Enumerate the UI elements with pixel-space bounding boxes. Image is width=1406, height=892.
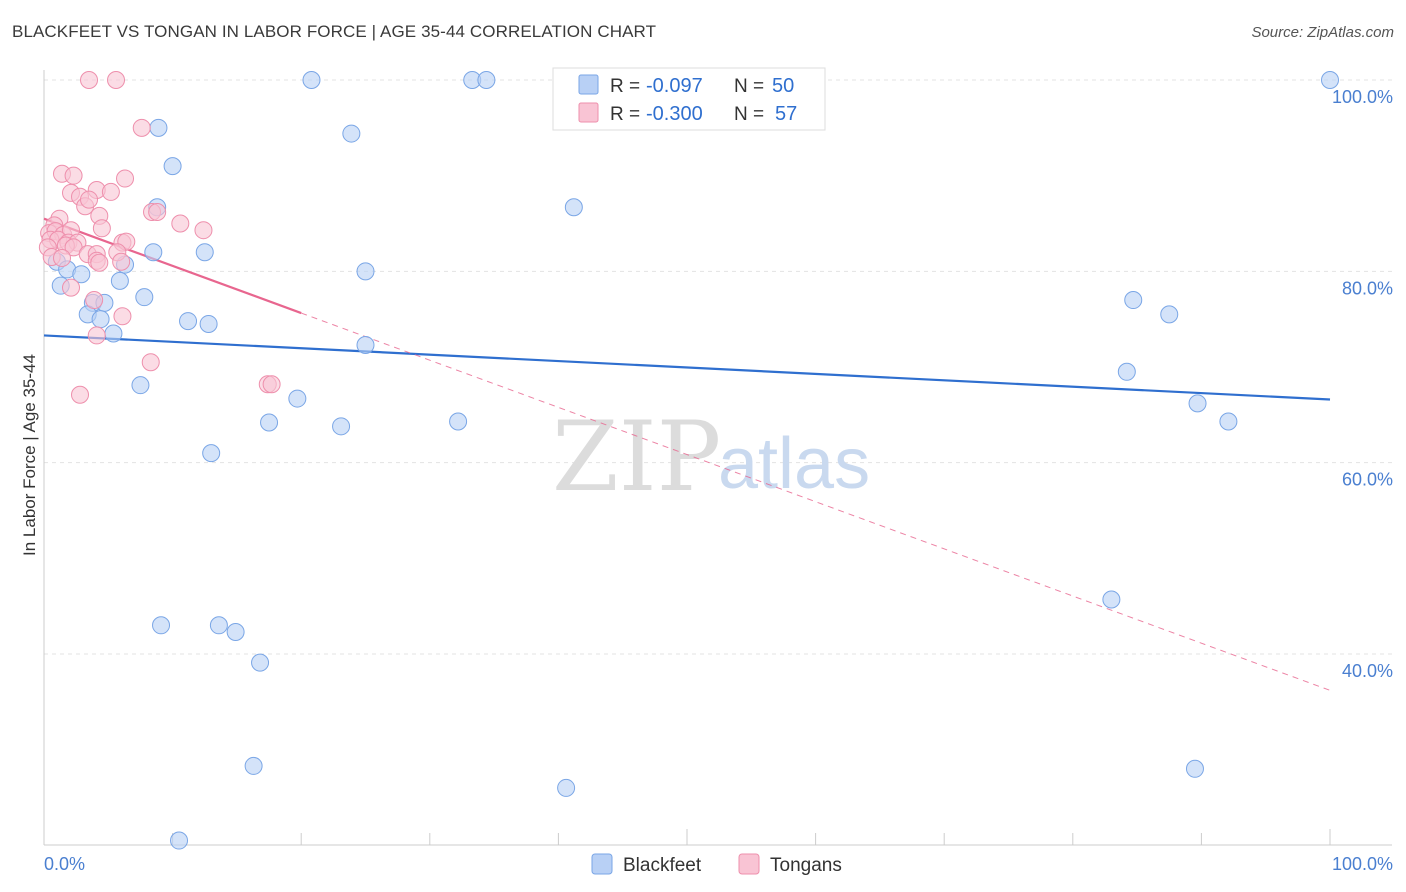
point-blackfeet-23 xyxy=(179,312,198,331)
grid xyxy=(44,79,1392,655)
point-blackfeet-26 xyxy=(356,335,375,354)
bottom-legend-swatch-blackfeet xyxy=(591,853,613,875)
point-tongans-1 xyxy=(107,71,126,89)
legend-n-label-blackfeet: N = xyxy=(734,76,764,97)
watermark: ZIP atlas xyxy=(552,401,870,513)
tick-labels: 100.0% 80.0% 60.0% 40.0% 0.0% 100.0% xyxy=(44,87,1393,874)
point-blackfeet-25 xyxy=(104,324,123,343)
legend-n-value-tongans: 57 xyxy=(775,103,797,125)
bottom-legend-label-tongans: Tongans xyxy=(770,855,842,876)
point-blackfeet-45 xyxy=(1185,759,1204,778)
point-blackfeet-39 xyxy=(152,616,171,635)
point-blackfeet-46 xyxy=(170,831,189,850)
source-credit: Source: ZipAtlas.com xyxy=(1251,24,1394,41)
point-blackfeet-22 xyxy=(91,310,110,329)
point-blackfeet-35 xyxy=(332,417,351,436)
point-tongans-48 xyxy=(71,385,90,404)
point-blackfeet-6 xyxy=(163,157,182,176)
legend: R = -0.097 N = 50 R = -0.300 N = 57 xyxy=(552,67,826,131)
point-blackfeet-28 xyxy=(131,376,150,395)
legend-n-value-blackfeet: 50 xyxy=(772,75,794,97)
trend-lines xyxy=(43,217,1331,691)
point-tongans-17 xyxy=(171,214,190,233)
point-tongans-39 xyxy=(90,253,109,272)
point-blackfeet-33 xyxy=(1219,412,1238,431)
point-blackfeet-3 xyxy=(1321,71,1339,89)
point-blackfeet-11 xyxy=(195,243,214,262)
point-blackfeet-17 xyxy=(110,271,129,290)
data-points xyxy=(38,71,1339,850)
point-tongans-45 xyxy=(141,353,160,372)
x-tick-label-left: 0.0% xyxy=(44,854,85,874)
point-blackfeet-31 xyxy=(1160,305,1179,324)
point-blackfeet-18 xyxy=(135,288,154,307)
point-tongans-47 xyxy=(262,375,281,394)
point-tongans-42 xyxy=(85,291,104,310)
point-blackfeet-40 xyxy=(209,616,228,635)
point-blackfeet-8 xyxy=(564,198,583,217)
legend-n-label-tongans: N = xyxy=(734,104,764,125)
y-tick-label-1: 80.0% xyxy=(1342,278,1393,298)
legend-swatch-blackfeet xyxy=(578,74,599,95)
bottom-legend-label-blackfeet: Blackfeet xyxy=(623,855,702,876)
point-tongans-43 xyxy=(113,307,132,326)
watermark-zip: ZIP xyxy=(552,401,721,513)
point-blackfeet-10 xyxy=(144,243,163,262)
x-tick-label-right: 100.0% xyxy=(1332,854,1393,874)
trend-line-dashed-tongans xyxy=(301,312,1331,691)
legend-swatch-tongans xyxy=(578,102,599,123)
legend-r-value-blackfeet: -0.097 xyxy=(646,75,703,97)
point-tongans-37 xyxy=(53,248,72,267)
point-tongans-0 xyxy=(80,71,99,89)
point-blackfeet-14 xyxy=(72,265,91,284)
y-tick-label-2: 60.0% xyxy=(1342,470,1393,490)
point-tongans-2 xyxy=(132,118,151,137)
y-tick-label-3: 40.0% xyxy=(1342,661,1393,681)
y-axis-title: In Labor Force | Age 35-44 xyxy=(20,354,39,556)
bottom-legend-swatch-tongans xyxy=(738,853,760,875)
point-tongans-44 xyxy=(87,326,106,345)
point-blackfeet-42 xyxy=(251,653,270,672)
point-tongans-26 xyxy=(92,219,111,238)
point-tongans-5 xyxy=(116,169,135,188)
point-tongans-11 xyxy=(80,190,99,209)
point-tongans-27 xyxy=(194,221,213,240)
point-blackfeet-5 xyxy=(342,124,361,143)
y-tick-label-0: 100.0% xyxy=(1332,87,1393,107)
point-tongans-14 xyxy=(148,203,167,222)
point-tongans-40 xyxy=(112,252,131,271)
point-blackfeet-38 xyxy=(1102,590,1121,609)
point-blackfeet-0 xyxy=(302,71,321,89)
point-blackfeet-44 xyxy=(557,778,576,797)
point-blackfeet-24 xyxy=(199,314,218,333)
chart-title: BLACKFEET VS TONGAN IN LABOR FORCE | AGE… xyxy=(12,22,657,41)
point-tongans-4 xyxy=(64,166,83,185)
point-blackfeet-37 xyxy=(202,444,221,463)
point-blackfeet-29 xyxy=(288,389,307,408)
trend-line-blackfeet xyxy=(43,334,1331,401)
legend-r-value-tongans: -0.300 xyxy=(646,103,703,125)
point-blackfeet-2 xyxy=(477,71,496,89)
point-blackfeet-41 xyxy=(226,622,245,641)
trend-line-tongans xyxy=(43,217,302,315)
legend-r-label-blackfeet: R = xyxy=(610,76,640,97)
watermark-atlas: atlas xyxy=(718,424,870,504)
point-blackfeet-32 xyxy=(1124,291,1143,310)
point-blackfeet-36 xyxy=(449,412,468,431)
point-blackfeet-27 xyxy=(1117,362,1136,381)
point-blackfeet-43 xyxy=(244,756,263,775)
point-blackfeet-15 xyxy=(356,262,375,281)
point-blackfeet-4 xyxy=(149,118,168,137)
point-tongans-8 xyxy=(101,182,120,201)
legend-r-label-tongans: R = xyxy=(610,104,640,125)
point-blackfeet-34 xyxy=(260,413,279,432)
point-tongans-41 xyxy=(62,278,81,297)
point-blackfeet-30 xyxy=(1188,394,1207,413)
bottom-legend: Blackfeet Tongans xyxy=(591,853,842,876)
